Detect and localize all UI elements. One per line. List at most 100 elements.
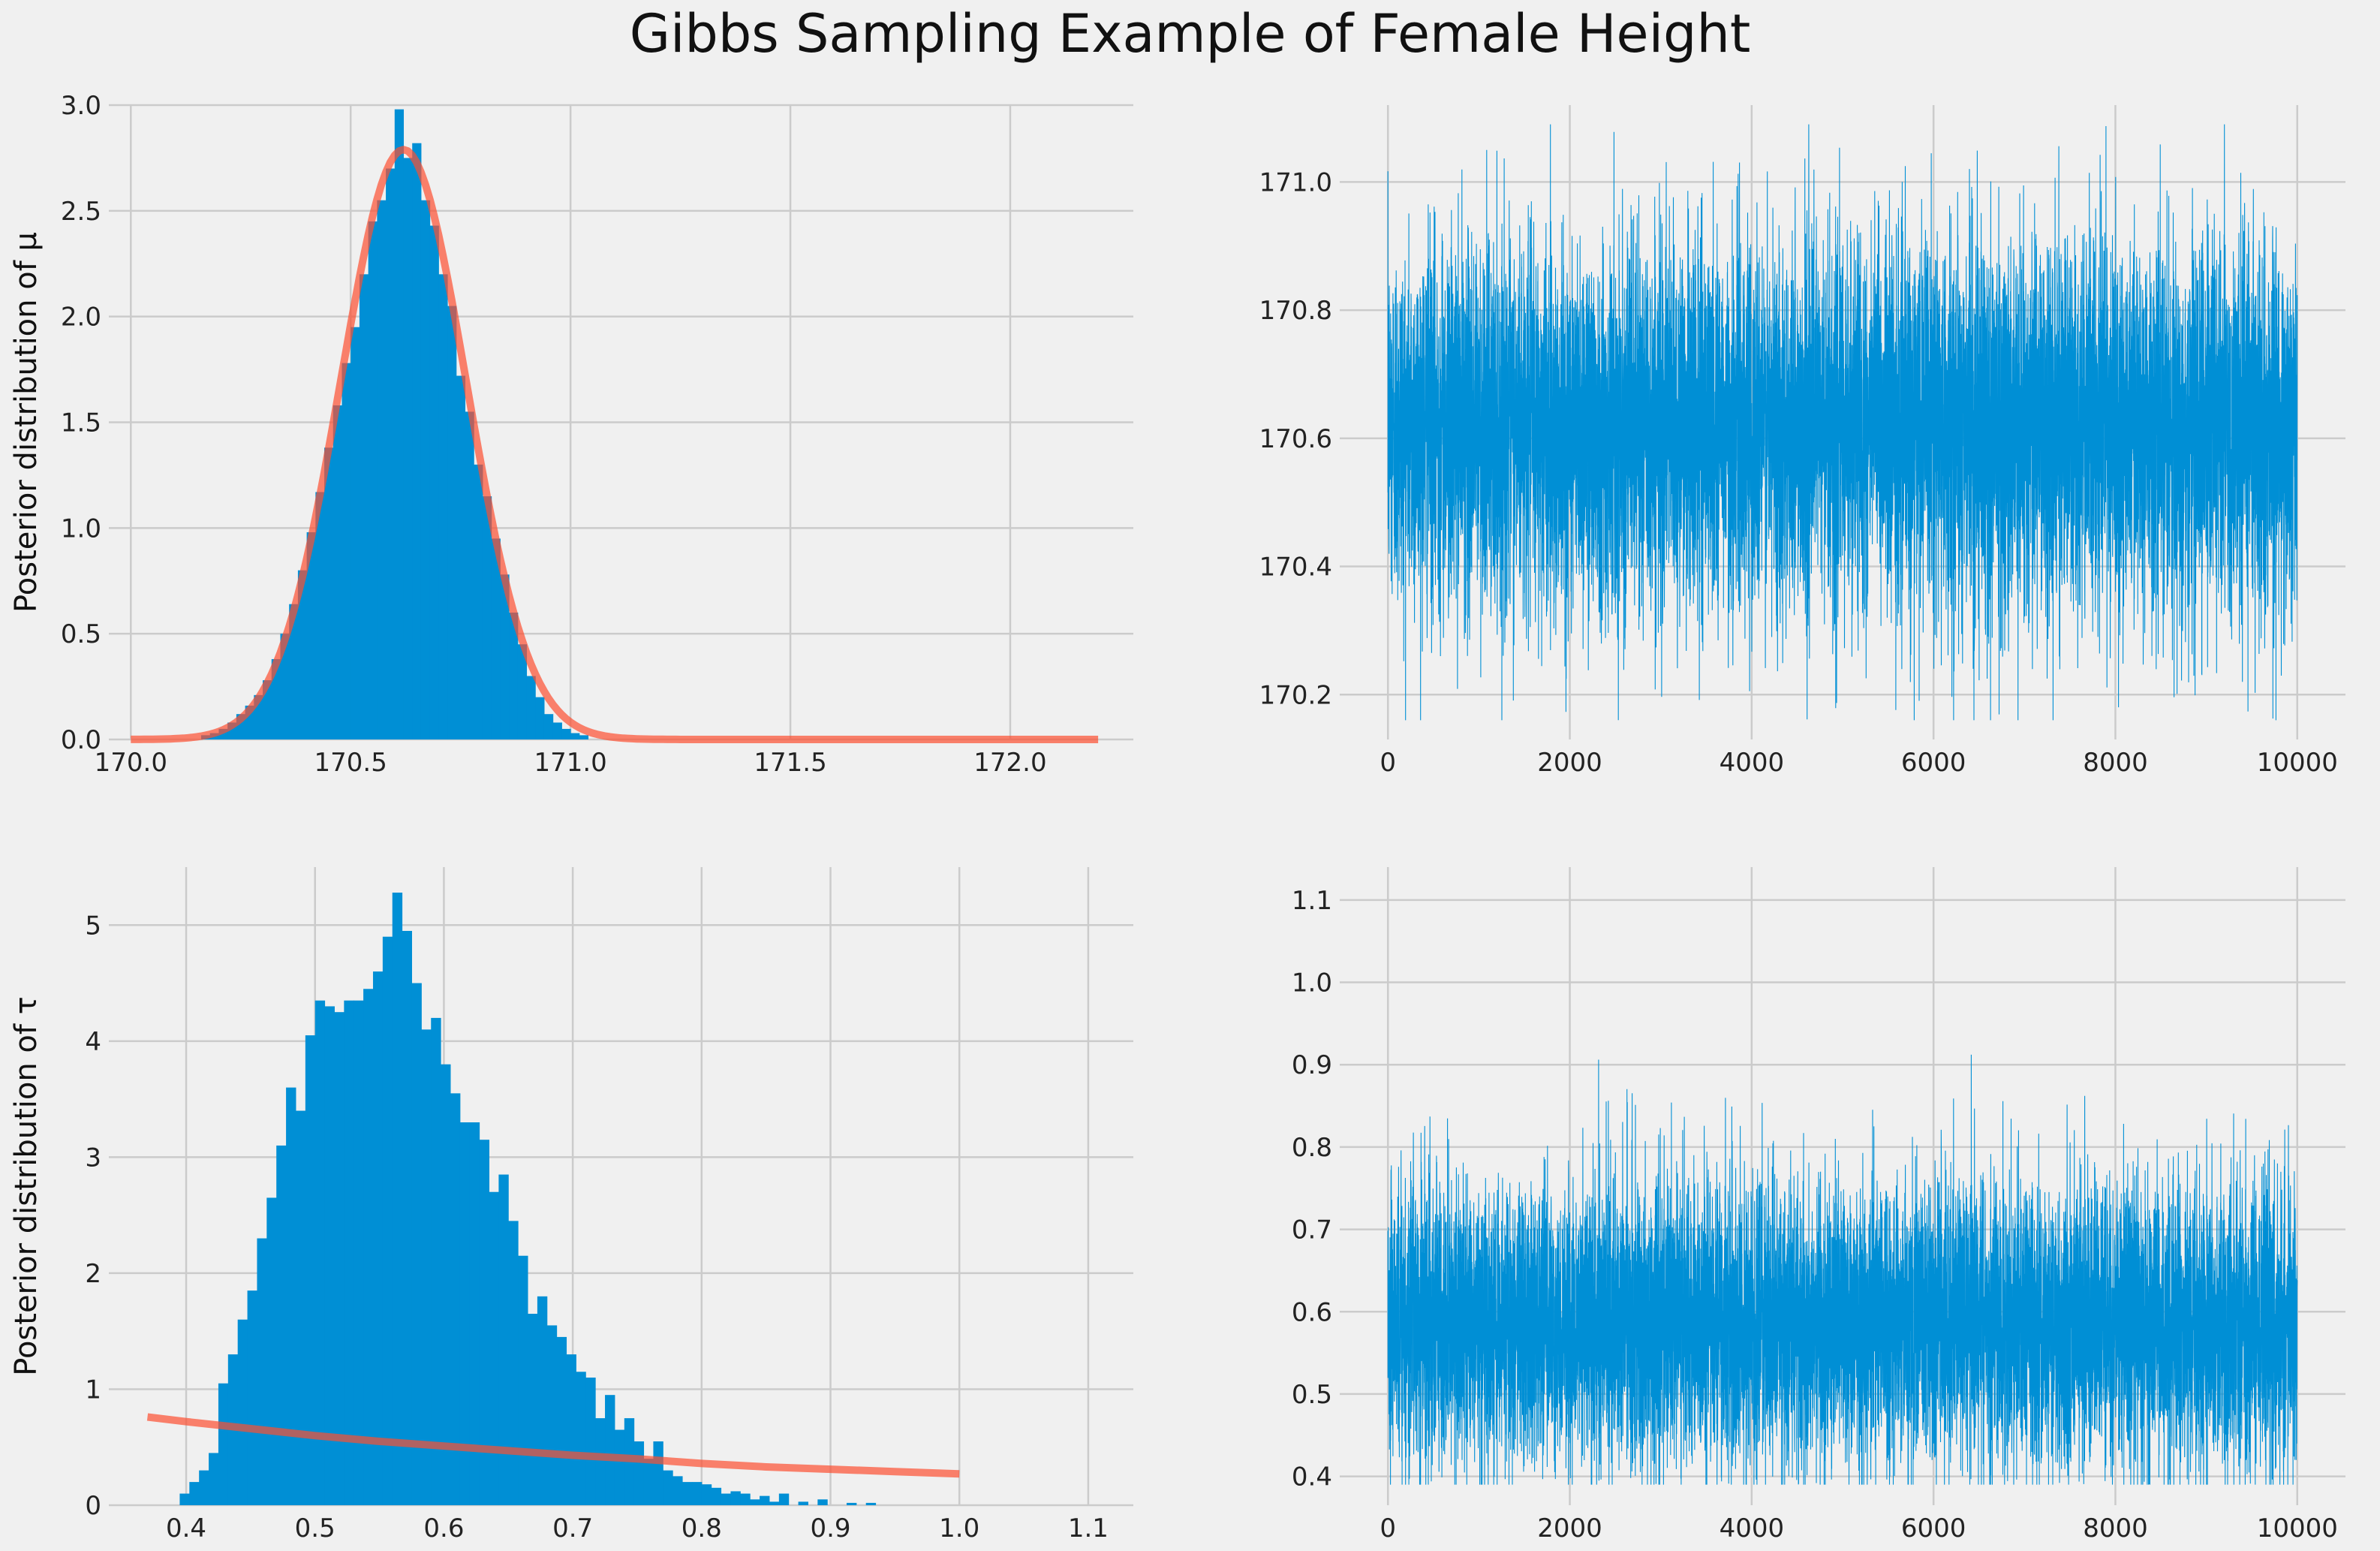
x-tick-label: 0.5 [295,1513,335,1543]
histogram-bar [595,1418,606,1505]
histogram-bar [247,1290,257,1505]
y-tick-label: 1.0 [1292,968,1332,998]
histogram-bar [566,1354,576,1505]
histogram-bar [535,697,545,739]
histogram-bar [865,1502,877,1505]
histogram-bar [474,464,483,739]
histogram-bar [817,1499,828,1505]
histogram-bar [846,1502,857,1505]
y-tick-label: 4 [85,1027,101,1057]
y-tick-label: 0 [85,1491,101,1521]
histogram-bar [429,225,439,739]
x-tick-label: 0.7 [552,1513,593,1543]
x-tick-label: 6000 [1901,748,1966,778]
x-tick-label: 4000 [1720,748,1785,778]
histogram-bar [342,363,351,739]
x-tick-label: 4000 [1720,1513,1785,1543]
y-tick-label: 1.1 [1292,886,1332,916]
y-axis-label: Posterior distribution of μ [9,232,44,613]
histogram-bar [682,1482,693,1505]
histogram-bar [570,733,580,739]
histogram-bar [280,634,290,739]
histogram-bar [465,411,474,739]
y-tick-label: 0.9 [1292,1050,1332,1080]
histogram-bar [315,492,325,739]
histogram-bar [633,1441,645,1505]
histogram-bar [576,1372,586,1505]
histogram-bar [257,1238,267,1505]
histogram-bar [266,1197,277,1505]
x-tick-label: 171.0 [534,748,606,778]
tau-trace-panel: 0 2000 4000 6000 8000 10000 0.4 0.5 0.6 0.7 0.8 0.9… [1292,867,2345,1543]
y-tick-label: 170.8 [1259,296,1332,326]
trace-line [1387,1054,2298,1485]
histogram-bar [769,1501,780,1505]
histogram-bar [556,1336,567,1505]
histogram-bar [334,1012,345,1505]
x-tick-label: 2000 [1537,1513,1602,1543]
histogram-bar [491,538,501,739]
histogram-bar [450,1093,461,1505]
histogram-bar [528,1314,538,1505]
histogram-bar [552,722,562,739]
histogram-bar [394,109,405,740]
histogram-bar [218,1383,229,1505]
histogram-bar [289,604,299,739]
histogram-bar [500,574,510,739]
histogram-bar [209,1453,219,1505]
prior-density-curve [131,146,1099,743]
histogram-bar [359,274,369,739]
x-tick-label: 0.9 [810,1513,850,1543]
histogram-bar [276,1145,287,1505]
histogram-bar [237,1319,248,1505]
y-tick-label: 2.5 [61,197,101,227]
histogram-bar [199,1470,209,1505]
x-tick-label: 8000 [2083,1513,2148,1543]
x-tick-label: 170.0 [95,748,167,778]
x-tick-label: 0.4 [166,1513,206,1543]
histogram-bar [760,1495,770,1505]
x-tick-label: 171.5 [754,748,826,778]
histogram-bar [368,221,378,740]
x-tick-label: 0.8 [682,1513,722,1543]
histogram-bar [386,168,396,739]
x-tick-label: 6000 [1901,1513,1966,1543]
x-tick-label: 10000 [2257,748,2338,778]
x-tick-label: 172.0 [973,748,1046,778]
histogram-bar [271,658,281,739]
x-tick-label: 10000 [2257,1513,2338,1543]
tau-histogram-panel: 0.4 0.5 0.6 0.7 0.8 0.9 1.0 1.1 0 1 2 3 4 5 Posterior … [9,867,1133,1543]
x-tick-label: 1.1 [1068,1513,1109,1543]
histogram-bar [691,1482,703,1505]
y-tick-label: 170.2 [1259,680,1332,710]
histogram-bar [711,1487,722,1505]
histogram-bar [459,1122,471,1505]
histogram-bar [377,200,387,739]
histogram-bar [469,1122,480,1505]
y-tick-label: 2 [85,1259,101,1289]
histogram-bar [306,532,316,739]
histogram-bar [382,936,393,1505]
histogram-bar [605,1395,615,1505]
x-tick-label: 0 [1380,748,1396,778]
histogram-bar [332,405,342,739]
histogram-bar [179,1493,190,1505]
histogram-bar [508,1221,519,1505]
figure-title: Gibbs Sampling Example of Female Height [629,3,1751,65]
histogram-bar [295,1110,306,1505]
histogram-bar [344,1000,354,1505]
histogram-bar [421,1029,432,1505]
histogram-bar [543,714,554,739]
y-tick-label: 170.4 [1259,553,1332,583]
histogram-bar [730,1491,741,1505]
y-axis-label: Posterior distribution of τ [9,996,44,1376]
histogram-bar [482,496,492,739]
histogram-bar [324,1006,335,1505]
histogram-bar [498,1174,509,1505]
histogram-bar [431,1017,441,1505]
histogram-bar [579,735,589,739]
y-tick-label: 0.5 [61,619,101,649]
y-tick-label: 2.0 [61,303,101,333]
y-tick-label: 3.0 [61,91,101,121]
histogram-bar [263,680,272,739]
